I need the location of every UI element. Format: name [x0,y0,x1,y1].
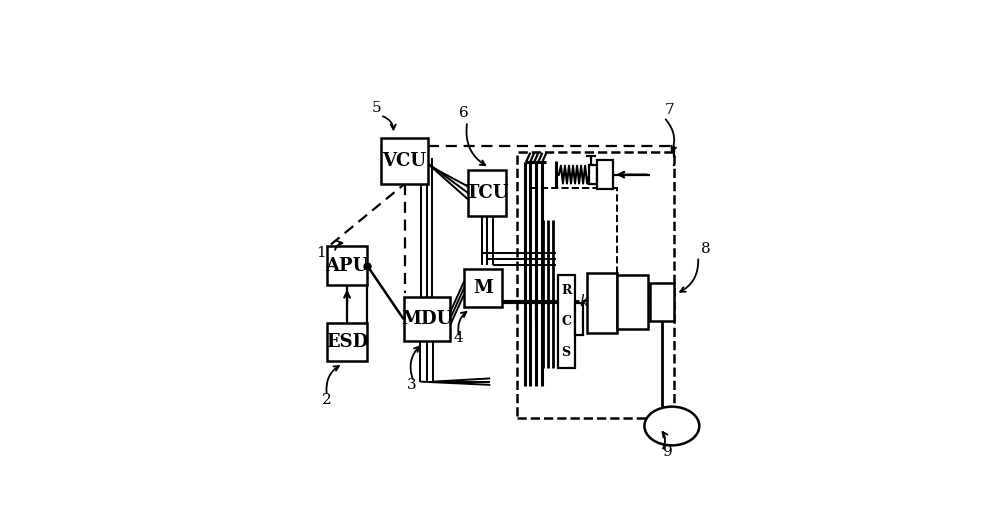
Text: 8: 8 [701,242,711,256]
FancyBboxPatch shape [327,246,367,285]
FancyBboxPatch shape [558,275,575,367]
FancyBboxPatch shape [617,275,648,329]
FancyBboxPatch shape [381,137,428,184]
Text: 5: 5 [372,101,382,115]
FancyBboxPatch shape [404,297,450,341]
FancyBboxPatch shape [327,323,367,362]
Text: VCU: VCU [383,152,427,170]
Text: ESD: ESD [326,333,368,351]
Text: 6: 6 [459,106,469,121]
Ellipse shape [644,407,699,445]
FancyBboxPatch shape [587,272,617,333]
Text: 9: 9 [663,445,672,459]
Text: R: R [561,284,571,297]
Text: 1: 1 [316,246,326,259]
FancyBboxPatch shape [589,165,597,184]
Text: M: M [473,279,493,297]
FancyBboxPatch shape [464,269,502,307]
Text: MDU: MDU [401,310,452,328]
Text: TCU: TCU [466,184,509,202]
FancyBboxPatch shape [597,160,613,189]
Text: S: S [562,346,571,359]
Text: 2: 2 [322,393,331,407]
Text: 4: 4 [454,331,464,345]
Text: 7: 7 [665,103,675,117]
Text: C: C [561,315,571,328]
FancyBboxPatch shape [575,303,583,335]
Text: APU: APU [325,257,369,275]
FancyBboxPatch shape [650,283,674,321]
Text: 3: 3 [407,378,416,392]
FancyBboxPatch shape [468,170,506,216]
Text: $k$: $k$ [579,293,590,309]
